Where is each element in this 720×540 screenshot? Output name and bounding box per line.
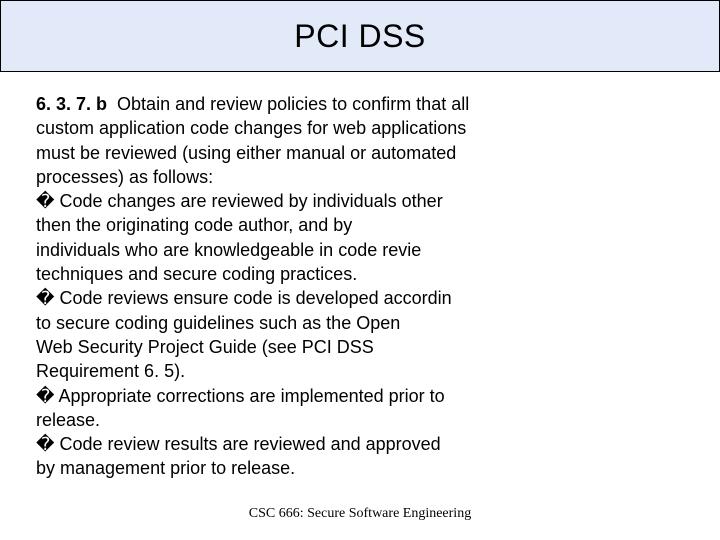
body-line-11: Requirement 6. 5). <box>36 361 185 381</box>
body-line-0: Obtain and review policies to confirm th… <box>107 94 469 114</box>
body-line-1: custom application code changes for web … <box>36 118 466 138</box>
body-line-7: techniques and secure coding practices. <box>36 264 357 284</box>
body-line-13: release. <box>36 410 100 430</box>
body-text: 6. 3. 7. b Obtain and review policies to… <box>36 92 684 481</box>
body-line-3: processes) as follows: <box>36 167 213 187</box>
body-area: 6. 3. 7. b Obtain and review policies to… <box>0 72 720 481</box>
section-number: 6. 3. 7. b <box>36 94 107 114</box>
body-line-14: � Code review results are reviewed and a… <box>36 434 441 454</box>
body-line-4: � Code changes are reviewed by individua… <box>36 191 443 211</box>
body-line-8: � Code reviews ensure code is developed … <box>36 288 452 308</box>
body-line-12: � Appropriate corrections are implemente… <box>36 386 445 406</box>
body-line-15: by management prior to release. <box>36 458 295 478</box>
title-bar: PCI DSS <box>0 0 720 72</box>
body-line-6: individuals who are knowledgeable in cod… <box>36 240 421 260</box>
body-line-9: to secure coding guidelines such as the … <box>36 313 400 333</box>
body-line-10: Web Security Project Guide (see PCI DSS <box>36 337 374 357</box>
body-line-2: must be reviewed (using either manual or… <box>36 143 456 163</box>
slide-title: PCI DSS <box>294 18 426 55</box>
body-line-5: then the originating code author, and by <box>36 215 352 235</box>
slide-footer: CSC 666: Secure Software Engineering <box>0 506 720 522</box>
